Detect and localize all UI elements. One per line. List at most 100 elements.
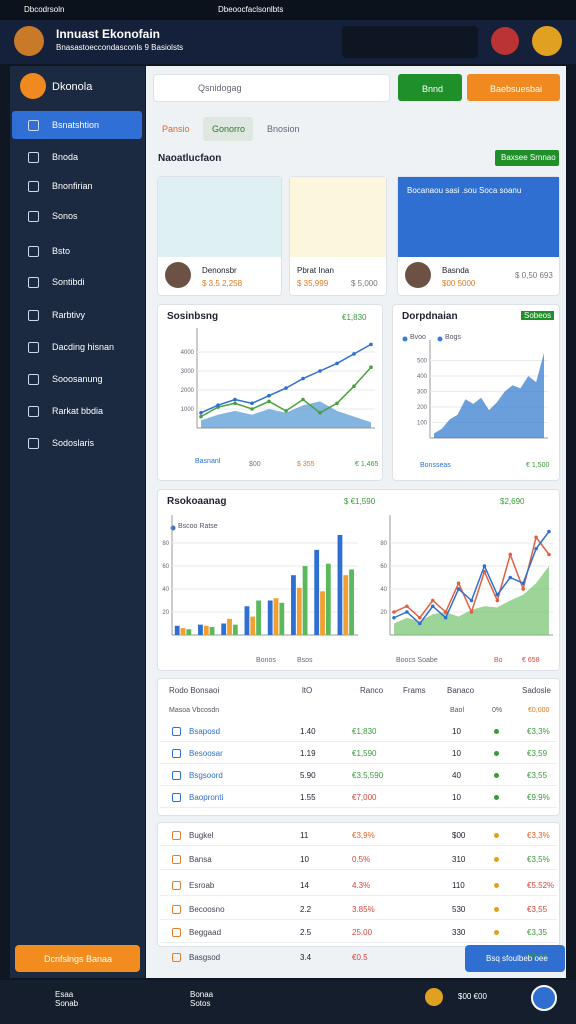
sidebar-top-icon xyxy=(20,73,46,99)
row-name[interactable]: Beggaad xyxy=(189,928,222,937)
row-name[interactable]: Baopronti xyxy=(189,793,224,802)
menu-icon[interactable] xyxy=(28,277,39,288)
row-value: 4.3% xyxy=(352,881,371,890)
menu-item[interactable]: Sonos xyxy=(52,211,78,221)
table-header: Ranco xyxy=(360,686,384,695)
avatar[interactable] xyxy=(491,27,519,55)
row-divider xyxy=(160,845,557,846)
popup-text[interactable]: Bsq sfoulbeb oee xyxy=(486,954,548,963)
menu-item[interactable]: Sodoslaris xyxy=(52,438,95,448)
chart-footer: Bonos xyxy=(256,657,276,664)
menu-icon[interactable] xyxy=(28,152,39,163)
table-subheader: €0,000 xyxy=(528,707,550,714)
menu-icon[interactable] xyxy=(28,246,39,257)
row-qty: 11 xyxy=(300,831,309,840)
menu-icon[interactable] xyxy=(28,406,39,417)
section-button[interactable] xyxy=(495,150,559,166)
bar xyxy=(291,575,296,635)
point xyxy=(547,552,551,557)
search-bar[interactable] xyxy=(153,74,390,102)
chart-footer: € 658 xyxy=(522,657,540,664)
menu-item[interactable]: Sooosanung xyxy=(52,374,103,384)
row-qty: 2.2 xyxy=(300,905,312,914)
footer-coin[interactable] xyxy=(425,988,443,1006)
card-name: Pbrat Inan xyxy=(297,266,334,275)
row-value: €3,9% xyxy=(352,831,375,840)
row-name[interactable]: Bsgsoord xyxy=(189,771,223,780)
menu-item[interactable]: Rarkat bbdia xyxy=(52,406,104,416)
button-green-label[interactable]: Bnnd xyxy=(422,84,444,94)
point xyxy=(267,399,271,404)
y-tick-label: 40 xyxy=(162,587,169,593)
tab[interactable]: Bnosion xyxy=(267,124,300,134)
button-orange-label[interactable]: Baebsuesbai xyxy=(490,84,543,94)
tab[interactable]: Gonorro xyxy=(212,124,246,134)
button-orange[interactable] xyxy=(467,74,560,101)
sidebar-button-label[interactable]: Dcnfslngs Banaa xyxy=(44,954,113,964)
row-qty: 14 xyxy=(300,881,309,890)
point xyxy=(233,401,237,406)
row-icon xyxy=(172,727,181,736)
menu-item[interactable]: Bnoda xyxy=(52,152,79,162)
point xyxy=(418,621,422,626)
tab-active[interactable] xyxy=(203,117,253,141)
menu-icon[interactable] xyxy=(28,342,39,353)
chart-footer: Bo xyxy=(494,657,503,664)
menu-item[interactable]: Rarbtivy xyxy=(52,310,86,320)
row-name[interactable]: Becoosno xyxy=(189,905,225,914)
tab[interactable]: Pansio xyxy=(162,124,190,134)
row-change: €3,59 xyxy=(527,749,548,758)
point xyxy=(352,384,356,389)
menu-item[interactable]: Bsnatshtion xyxy=(52,120,100,130)
menu-item[interactable]: Bsto xyxy=(52,246,71,256)
row-dot xyxy=(494,795,499,800)
point xyxy=(547,529,551,534)
point xyxy=(301,397,305,402)
chart-footer: € 1,500 xyxy=(526,462,550,469)
row-change: €3,3% xyxy=(527,727,550,736)
row-name[interactable]: Basgsod xyxy=(189,953,221,962)
legend-swatch xyxy=(170,525,176,531)
row-name[interactable]: Bansa xyxy=(189,855,212,864)
menu-icon[interactable] xyxy=(28,211,39,222)
point xyxy=(335,361,339,366)
menu-item[interactable]: Sontibdi xyxy=(52,277,85,287)
menu-item[interactable]: Bnonfirian xyxy=(52,181,93,191)
menu-active[interactable] xyxy=(12,111,142,139)
popup[interactable] xyxy=(465,945,565,972)
chart-footer: $00 xyxy=(249,461,261,468)
point xyxy=(392,610,396,614)
menu-icon[interactable] xyxy=(28,181,39,192)
section-button-label[interactable]: Baxsee Srnnao xyxy=(501,153,556,162)
menu-icon[interactable] xyxy=(28,120,39,131)
menu-icon[interactable] xyxy=(28,438,39,449)
sidebar-top[interactable]: Dkonola xyxy=(52,81,93,93)
row-icon xyxy=(172,953,181,962)
sidebar xyxy=(10,66,145,978)
header-icons[interactable] xyxy=(342,26,478,58)
menu-icon[interactable] xyxy=(28,310,39,321)
point xyxy=(495,592,500,597)
sidebar-button[interactable] xyxy=(15,945,140,972)
row-divider xyxy=(160,942,557,943)
row-value: €0.5 xyxy=(352,953,368,962)
bar xyxy=(186,629,192,635)
banner: Bocanaou sasi .sou Soca soanu xyxy=(407,186,522,195)
row-name[interactable]: Bugkel xyxy=(189,831,214,840)
app-name: Dbcodrsoln xyxy=(24,5,65,14)
point xyxy=(443,610,448,614)
line xyxy=(200,343,372,414)
menu-item[interactable]: Dacding hisnan xyxy=(52,342,115,352)
row-name[interactable]: Bsaposd xyxy=(189,727,221,736)
coin[interactable] xyxy=(532,26,562,56)
row-name[interactable]: Besoosar xyxy=(189,749,223,758)
button-green[interactable] xyxy=(398,74,462,101)
row-name[interactable]: Esroab xyxy=(189,881,215,890)
thumbnail xyxy=(398,177,559,257)
footer-help[interactable] xyxy=(531,985,557,1011)
row-dot xyxy=(494,773,499,778)
menu-icon[interactable] xyxy=(28,374,39,385)
search-text[interactable]: Qsnidogag xyxy=(198,83,242,93)
